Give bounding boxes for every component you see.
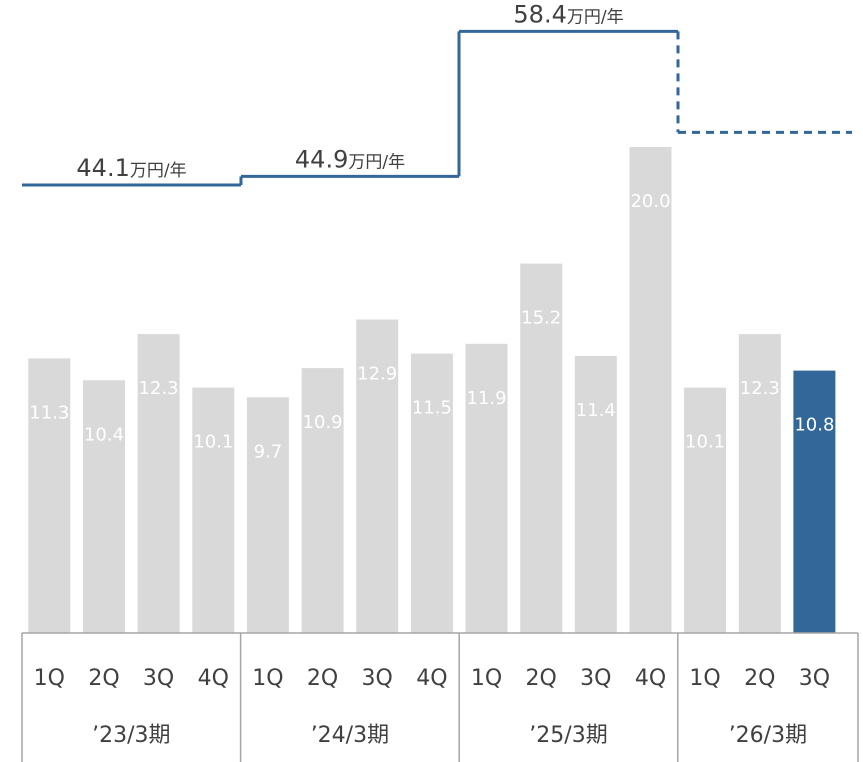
group-label-3: ’26/3期 xyxy=(729,723,807,748)
bar-value-label-3: 10.1 xyxy=(193,432,233,453)
annual-label-1: 44.9万円/年 xyxy=(295,145,405,173)
annual-line-layer: 44.1万円/年 44.9万円/年 58.4万円/年 xyxy=(22,0,852,187)
quarter-tick-1: 2Q xyxy=(88,666,119,691)
bar-value-label-9: 15.2 xyxy=(521,308,561,329)
bar-value-label-8: 11.9 xyxy=(466,388,506,409)
annual-label-2: 58.4万円/年 xyxy=(513,0,623,28)
quarter-tick-4: 1Q xyxy=(252,666,283,691)
quarter-tick-14: 3Q xyxy=(799,666,830,691)
bar-1 xyxy=(83,380,125,633)
bar-11 xyxy=(629,147,672,633)
bar-0 xyxy=(28,358,71,633)
bar-value-label-1: 10.4 xyxy=(84,424,124,445)
quarter-tick-3: 4Q xyxy=(198,666,229,691)
quarter-tick-13: 2Q xyxy=(744,666,775,691)
quarter-tick-7: 4Q xyxy=(416,666,447,691)
bar-value-label-4: 9.7 xyxy=(254,441,283,462)
bar-labels-layer: 11.3 10.4 12.3 10.1 9.7 10.9 12.9 11.5 11.9 15.2 1… xyxy=(29,191,834,462)
bar-value-label-0: 11.3 xyxy=(29,402,69,423)
group-label-0: ’23/3期 xyxy=(92,723,170,748)
quarter-tick-9: 2Q xyxy=(526,666,557,691)
bars-layer xyxy=(28,147,836,633)
bar-value-label-11: 20.0 xyxy=(630,191,670,212)
bar-5 xyxy=(301,368,344,633)
bar-value-label-10: 11.4 xyxy=(576,400,616,421)
bar-value-label-14: 10.8 xyxy=(794,415,834,436)
group-label-2: ’25/3期 xyxy=(529,723,607,748)
bar-9 xyxy=(520,263,563,633)
bar-6 xyxy=(356,319,399,633)
bar-value-label-2: 12.3 xyxy=(139,378,179,399)
bar-7 xyxy=(410,353,453,633)
bar-12 xyxy=(684,387,727,633)
bar-value-label-7: 11.5 xyxy=(412,398,452,419)
quarter-tick-2: 3Q xyxy=(143,666,174,691)
bar-value-label-5: 10.9 xyxy=(303,412,343,433)
quarter-tick-11: 4Q xyxy=(635,666,666,691)
bar-value-label-13: 12.3 xyxy=(740,378,780,399)
quarter-tick-0: 1Q xyxy=(34,666,65,691)
bar-3 xyxy=(192,387,235,633)
bar-13 xyxy=(738,334,781,633)
bar-10 xyxy=(574,356,617,633)
x-axis: ’23/3期 ’24/3期 ’25/3期 ’26/3期 1Q 2Q 3Q 4Q 1Q 2Q 3Q 4Q… xyxy=(21,632,859,762)
bar-value-label-12: 10.1 xyxy=(685,432,725,453)
quarter-tick-8: 1Q xyxy=(471,666,502,691)
group-label-1: ’24/3期 xyxy=(311,723,389,748)
bar-14 xyxy=(793,370,836,633)
bar-8 xyxy=(465,343,508,633)
quarter-tick-10: 3Q xyxy=(580,666,611,691)
quarter-tick-6: 3Q xyxy=(362,666,393,691)
bar-2 xyxy=(137,334,180,633)
quarter-tick-12: 1Q xyxy=(689,666,720,691)
bar-value-label-6: 12.9 xyxy=(357,364,397,385)
annual-label-0: 44.1万円/年 xyxy=(76,154,186,182)
bar-4 xyxy=(246,397,289,633)
quarter-tick-5: 2Q xyxy=(307,666,338,691)
